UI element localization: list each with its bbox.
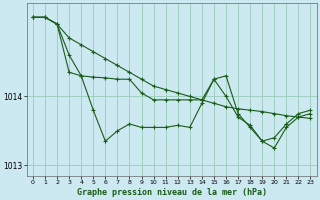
X-axis label: Graphe pression niveau de la mer (hPa): Graphe pression niveau de la mer (hPa) — [77, 188, 267, 197]
